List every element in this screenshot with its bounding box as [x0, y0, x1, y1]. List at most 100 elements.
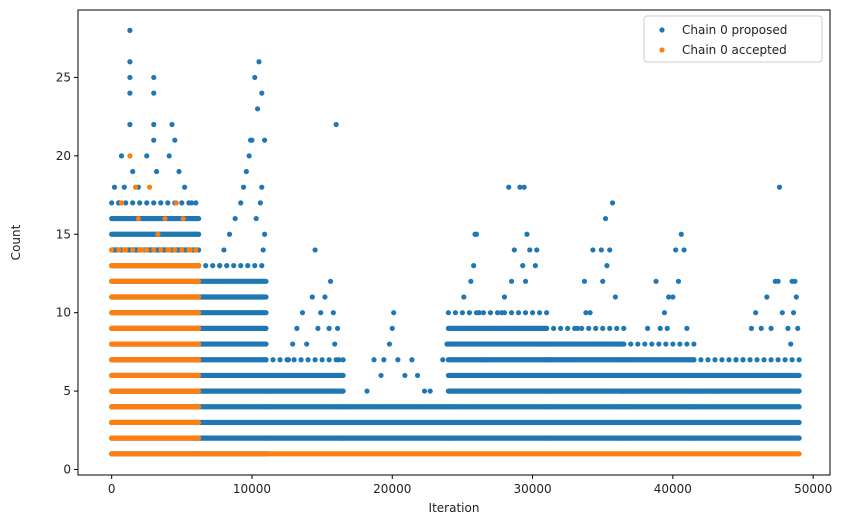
point	[775, 357, 781, 363]
point	[312, 247, 318, 253]
point	[779, 310, 785, 316]
point	[179, 247, 185, 253]
y-tick-label: 10	[56, 306, 71, 320]
point	[444, 341, 450, 347]
point	[127, 121, 133, 128]
point	[558, 325, 564, 331]
point	[217, 263, 223, 269]
point	[127, 74, 133, 81]
point	[747, 357, 753, 363]
point	[445, 310, 451, 316]
point	[127, 90, 133, 96]
point	[527, 247, 533, 253]
point	[166, 247, 172, 253]
point	[543, 325, 550, 331]
point	[600, 325, 606, 331]
point	[587, 310, 593, 316]
point	[574, 325, 581, 331]
point	[364, 388, 370, 394]
point	[127, 59, 133, 65]
legend-marker-accepted	[659, 47, 665, 53]
point	[600, 278, 606, 284]
point	[664, 325, 670, 331]
point	[656, 341, 662, 347]
point	[796, 357, 802, 363]
point	[715, 388, 721, 394]
point	[203, 263, 209, 269]
point	[402, 372, 408, 379]
point	[245, 263, 251, 269]
point	[532, 263, 538, 269]
point	[337, 372, 343, 379]
point	[583, 310, 589, 316]
point	[318, 310, 324, 316]
point	[130, 200, 136, 206]
point	[657, 325, 663, 331]
point	[210, 263, 216, 269]
point	[290, 341, 296, 347]
point	[629, 388, 635, 394]
point	[517, 184, 523, 190]
point	[476, 310, 482, 316]
point	[165, 200, 171, 206]
point	[581, 278, 588, 284]
point	[607, 247, 613, 253]
point	[153, 168, 160, 175]
point	[294, 325, 300, 331]
point	[232, 215, 238, 222]
legend-marker-proposed	[659, 27, 665, 33]
legend: Chain 0 proposed Chain 0 accepted	[643, 15, 823, 63]
point	[226, 231, 233, 237]
point	[768, 357, 774, 363]
point	[705, 357, 711, 363]
point	[508, 278, 515, 284]
y-tick-label: 5	[63, 384, 71, 398]
point	[224, 263, 230, 269]
point	[795, 325, 801, 331]
x-tick-label: 40000	[654, 482, 692, 496]
point	[261, 231, 268, 237]
point	[193, 247, 199, 253]
point	[151, 137, 157, 143]
point	[123, 200, 129, 206]
point	[501, 294, 508, 300]
point	[135, 215, 141, 222]
x-tick-label: 10000	[233, 482, 271, 496]
point	[151, 74, 157, 81]
point	[754, 357, 760, 363]
point	[172, 137, 178, 143]
point	[253, 215, 259, 222]
x-tick-label: 30000	[513, 482, 551, 496]
point	[409, 357, 415, 363]
point	[753, 310, 759, 316]
point	[330, 310, 336, 316]
point	[712, 357, 718, 363]
point	[256, 59, 262, 65]
point	[768, 325, 774, 331]
point	[793, 294, 799, 300]
point	[494, 325, 501, 331]
point	[565, 357, 571, 363]
point	[740, 357, 746, 363]
y-tick-label: 25	[56, 70, 71, 84]
point	[260, 247, 266, 253]
point	[555, 372, 561, 379]
point	[231, 263, 237, 269]
point	[299, 310, 306, 316]
legend-box	[643, 15, 823, 63]
point	[319, 357, 325, 363]
point	[326, 357, 332, 363]
point	[261, 137, 268, 143]
axis-ticks: 0 10000 20000 30000 40000 50000 0 5 10 15 20 25	[56, 70, 833, 496]
point	[521, 184, 527, 190]
point	[649, 341, 655, 347]
point	[666, 294, 672, 300]
point	[327, 278, 334, 284]
point	[189, 200, 195, 206]
point	[118, 153, 125, 159]
point	[789, 357, 795, 363]
point	[681, 247, 687, 253]
point	[252, 74, 258, 81]
point	[285, 357, 292, 363]
point	[775, 278, 781, 284]
